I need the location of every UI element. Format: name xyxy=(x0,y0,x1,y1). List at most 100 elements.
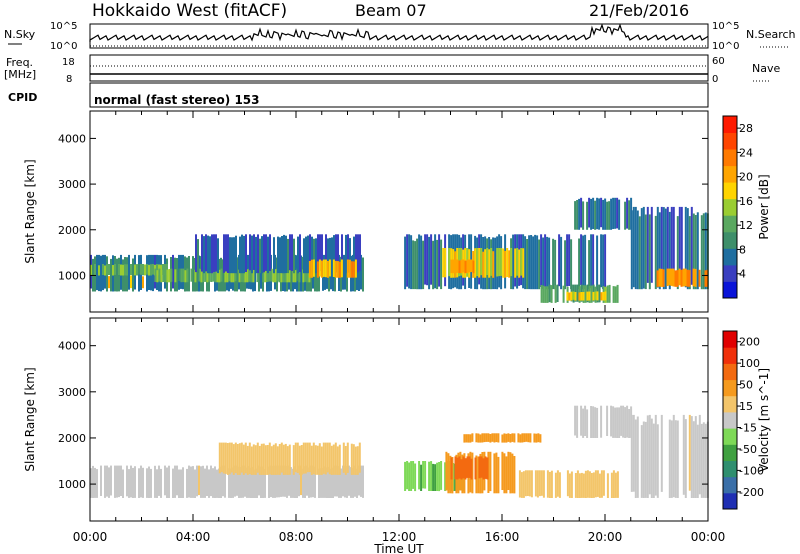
velocity-data-cell xyxy=(654,414,657,496)
velocity-data-cell xyxy=(264,445,267,475)
power-data-cell xyxy=(156,270,159,283)
power-data-cell xyxy=(498,248,501,277)
velocity-data-cell xyxy=(316,445,319,475)
velocity-data-cell xyxy=(684,419,687,498)
velocity-data-cell xyxy=(244,465,246,497)
power-data-cell xyxy=(256,268,259,283)
velocity-data-cell xyxy=(340,468,342,498)
power-data-cell xyxy=(217,238,219,274)
power-data-cell xyxy=(120,264,122,276)
velocity-data-cell xyxy=(210,465,212,497)
power-data-cell xyxy=(586,201,589,230)
velocity-data-cell xyxy=(308,467,310,498)
power-data-cell xyxy=(680,269,683,287)
velocity-data-cell xyxy=(324,442,327,475)
velocity-data-cell xyxy=(250,467,252,498)
velocity-data-cell xyxy=(206,465,208,496)
power-data-cell xyxy=(272,269,275,283)
velocity-data-cell xyxy=(194,469,196,498)
power-data-cell xyxy=(492,251,495,278)
velocity-data-cell xyxy=(286,446,289,475)
power-data-cell xyxy=(580,234,583,286)
velocity-data-cell xyxy=(602,470,605,496)
velocity-data-cell xyxy=(260,443,263,475)
velocity-data-cell xyxy=(596,470,599,497)
velocity-data-cell xyxy=(493,433,496,443)
velocity-data-cell xyxy=(90,468,92,498)
velocity-data-cell xyxy=(588,471,591,498)
power-data-cell xyxy=(328,259,331,277)
power-data-cell xyxy=(324,259,327,278)
power-region xyxy=(195,234,361,274)
power-data-cell xyxy=(654,215,657,290)
power-data-cell xyxy=(554,239,557,290)
power-data-cell xyxy=(110,258,112,292)
velocity-data-cell xyxy=(548,471,551,498)
power-data-cell xyxy=(322,259,325,277)
power-data-cell xyxy=(678,206,681,284)
power-data-cell xyxy=(132,258,134,292)
colorbar-swatch xyxy=(723,248,737,266)
power-data-cell xyxy=(241,234,243,274)
velocity-data-cell xyxy=(140,465,142,498)
velocity-region xyxy=(90,465,364,498)
velocity-data-cell xyxy=(489,434,492,443)
velocity-data-cell xyxy=(523,433,526,443)
power-data-cell xyxy=(288,269,291,283)
power-data-cell xyxy=(486,248,489,276)
power-data-cell xyxy=(102,264,104,275)
colorbar-label: Power [dB] xyxy=(757,174,771,239)
power-data-cell xyxy=(660,268,663,287)
velocity-data-cell xyxy=(226,443,229,475)
velocity-data-cell xyxy=(278,444,281,475)
power-data-cell xyxy=(204,268,207,282)
power-data-cell xyxy=(287,238,289,274)
noise-left-tick: 10^5 xyxy=(50,21,77,32)
velocity-data-cell xyxy=(539,434,542,443)
power-data-cell xyxy=(198,268,201,282)
velocity-data-cell xyxy=(362,465,364,498)
colorbar-tick-label: 50 xyxy=(739,379,753,392)
velocity-data-cell xyxy=(513,456,516,494)
velocity-data-cell xyxy=(428,461,431,491)
velocity-data-cell xyxy=(594,470,597,498)
power-data-cell xyxy=(98,265,100,276)
velocity-data-cell xyxy=(674,420,677,498)
velocity-data-cell xyxy=(292,445,295,475)
velocity-data-cell xyxy=(486,457,489,480)
power-data-cell xyxy=(578,292,581,301)
velocity-data-cell xyxy=(418,461,421,490)
power-data-cell xyxy=(672,268,675,287)
power-data-cell xyxy=(612,286,615,303)
power-data-cell xyxy=(347,234,349,273)
velocity-data-cell xyxy=(282,465,284,497)
power-data-cell xyxy=(418,234,421,290)
power-data-cell xyxy=(292,269,295,283)
velocity-data-cell xyxy=(182,467,184,498)
power-data-cell xyxy=(516,248,519,276)
power-data-cell xyxy=(277,236,279,274)
power-data-cell xyxy=(202,268,205,283)
velocity-data-cell xyxy=(278,465,280,498)
power-data-cell xyxy=(662,207,665,290)
velocity-data-cell xyxy=(116,465,118,498)
power-data-cell xyxy=(562,285,565,303)
power-data-cell xyxy=(688,216,691,290)
power-data-cell xyxy=(226,269,229,283)
beam-label: Beam 07 xyxy=(355,1,427,20)
velocity-data-cell xyxy=(578,473,581,498)
velocity-data-cell xyxy=(505,433,508,443)
power-data-cell xyxy=(574,292,577,301)
power-data-cell xyxy=(450,259,453,274)
power-data-cell xyxy=(462,259,465,273)
power-data-cell xyxy=(210,268,213,282)
velocity-data-cell xyxy=(546,470,549,498)
power-data-cell xyxy=(546,286,549,303)
power-data-cell xyxy=(584,234,587,290)
power-data-cell xyxy=(500,248,503,276)
power-data-cell xyxy=(355,234,357,273)
velocity-data-cell xyxy=(258,465,260,496)
velocity-data-cell xyxy=(590,406,593,438)
velocity-data-cell xyxy=(312,442,315,475)
y-tick-label: 1000 xyxy=(58,269,86,282)
